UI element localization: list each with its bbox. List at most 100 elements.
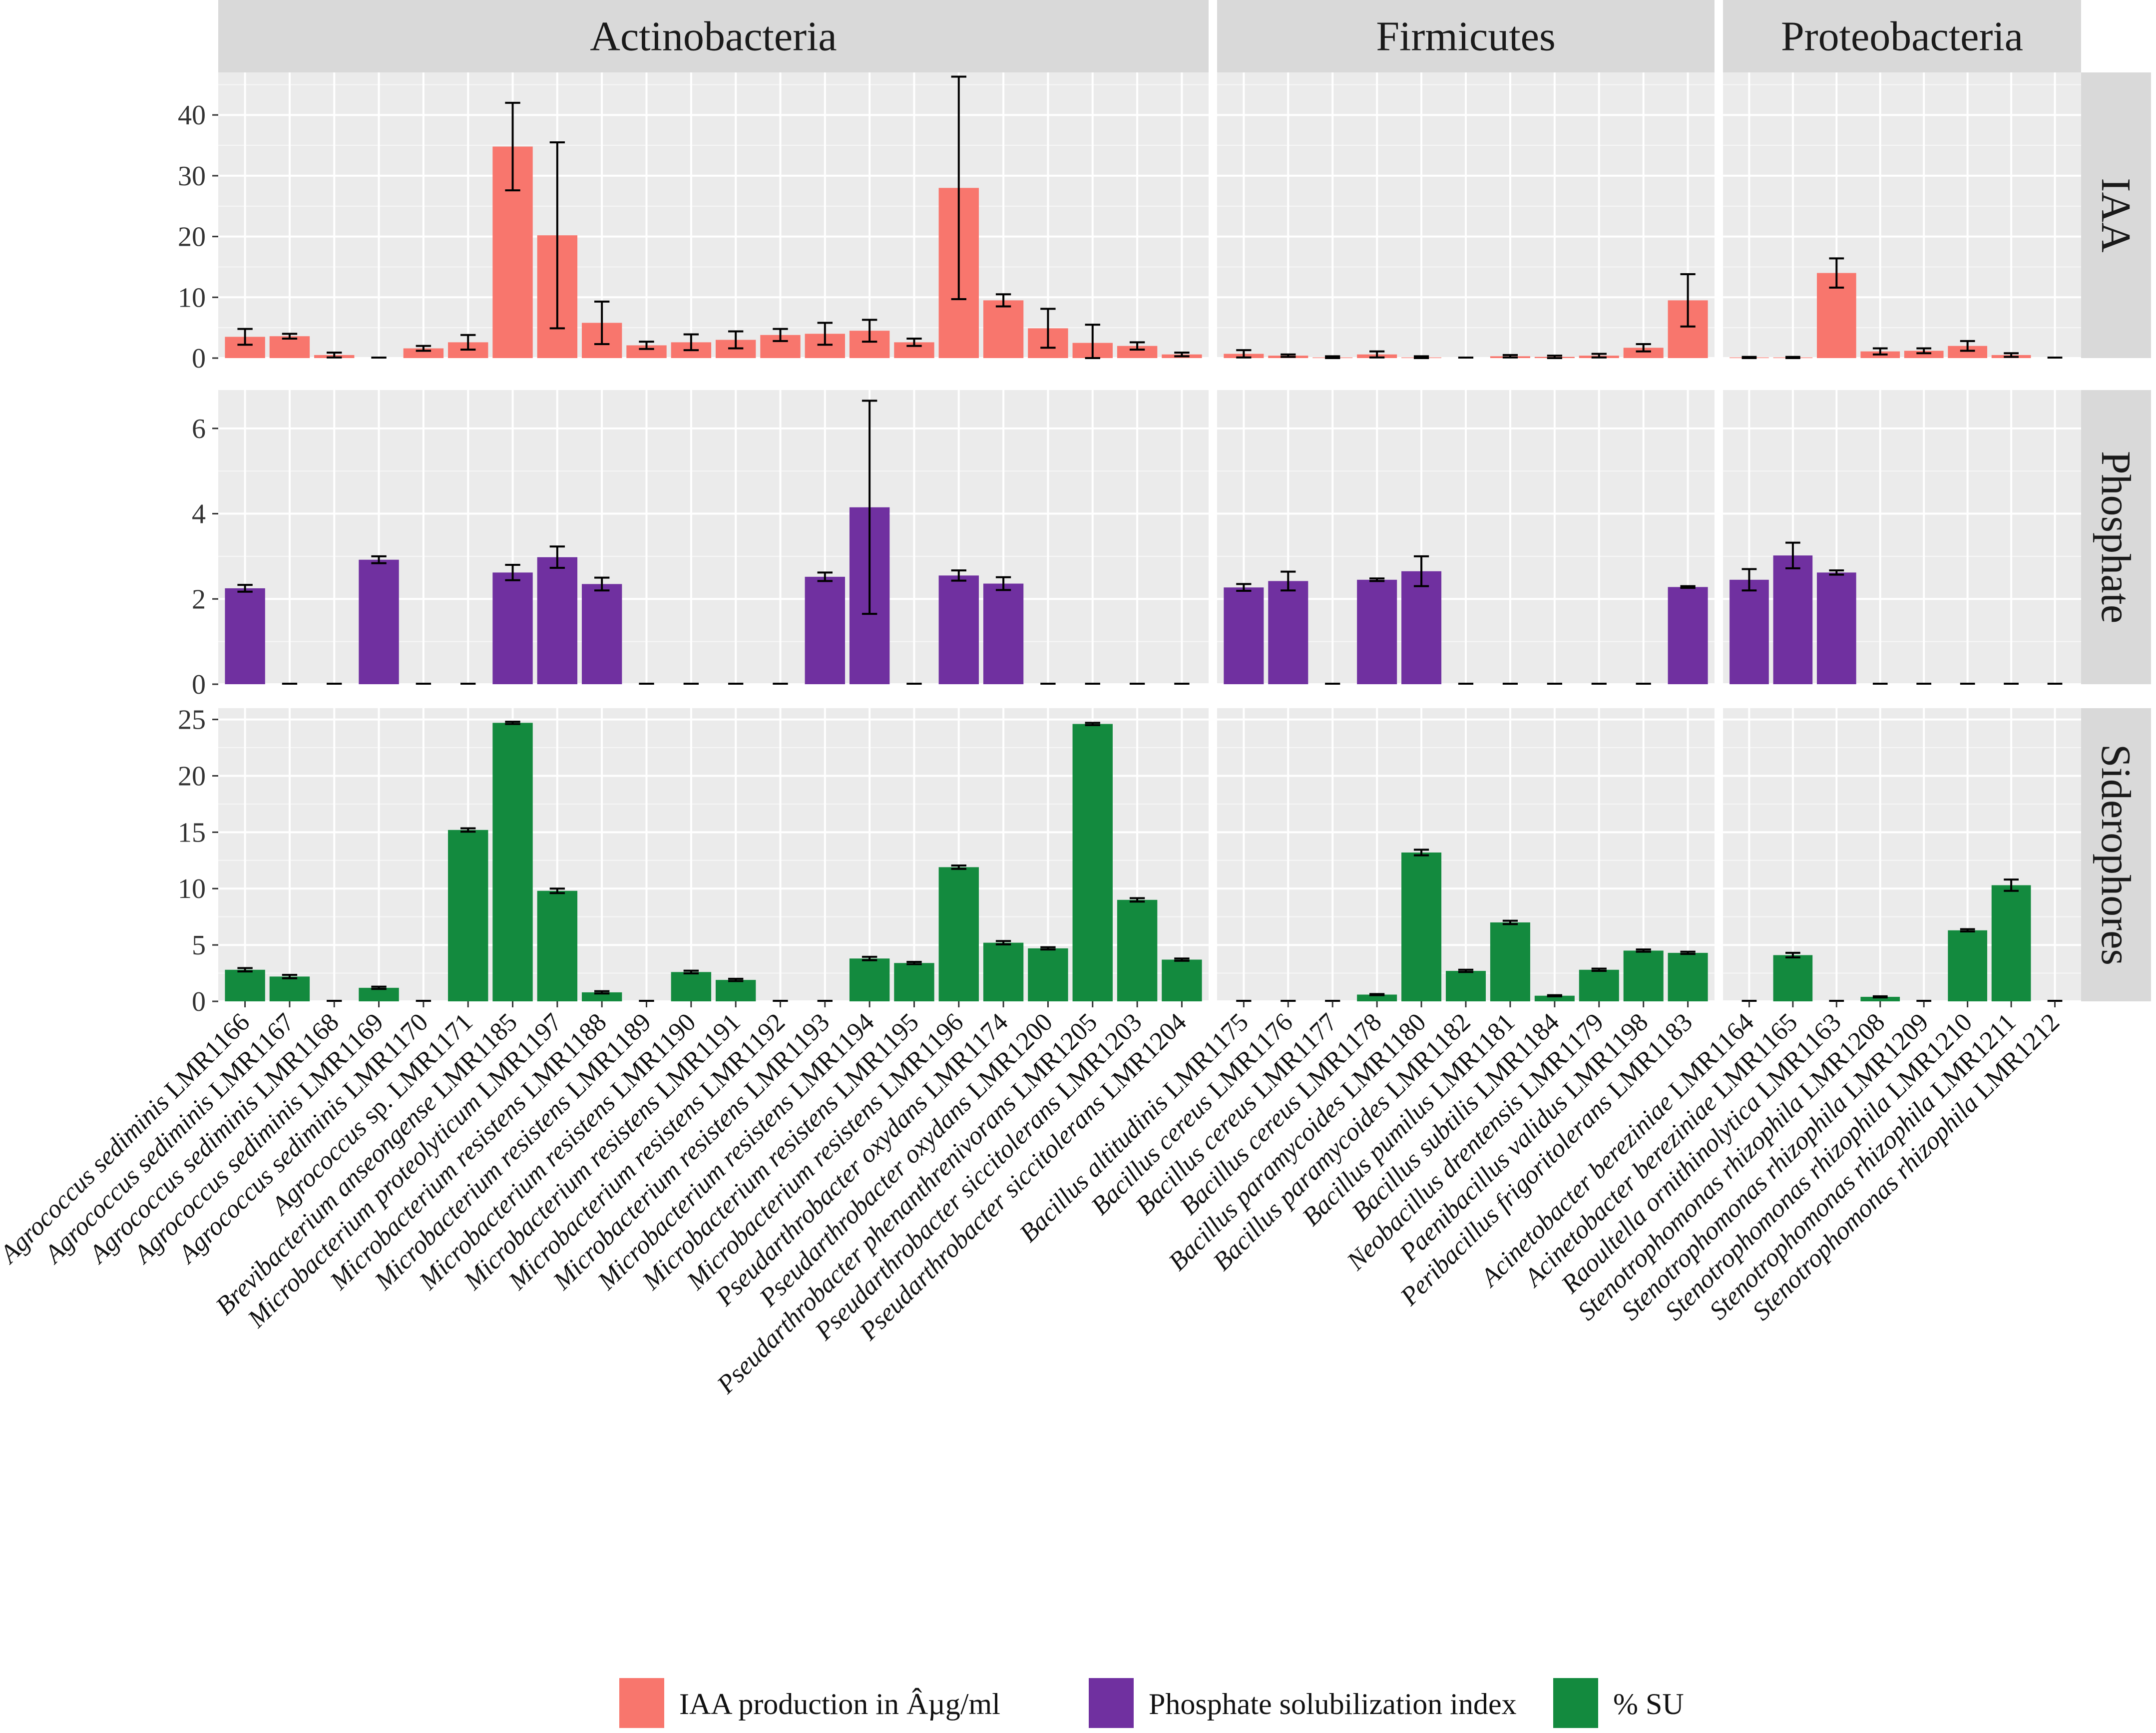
- error-bar-siderophores-lmr1179: [1591, 967, 1607, 972]
- panel-background: [1723, 72, 2081, 358]
- bar-siderophores-lmr1208: [1860, 996, 1900, 1001]
- error-bar-iaa-lmr1178: [1369, 350, 1385, 359]
- bar-phosphate-lmr1180: [1401, 571, 1442, 684]
- bar-phosphate-lmr1197: [537, 557, 578, 684]
- error-bar-siderophores-lmr1166: [237, 967, 253, 973]
- y-tick-label: 15: [178, 817, 206, 848]
- y-axes: 0 10 20 30 40 0 2 4 6 0 5 10 15 20 25: [178, 100, 218, 1017]
- error-bar-iaa-lmr1176: [1281, 353, 1296, 358]
- bar-siderophores-lmr1174: [983, 942, 1024, 1001]
- bar-siderophores-lmr1210: [1948, 930, 1988, 1001]
- bar-siderophores-lmr1196: [938, 867, 979, 1001]
- error-bar-iaa-lmr1200: [1040, 308, 1056, 349]
- error-bar-siderophores-lmr1198: [1636, 948, 1651, 953]
- error-bar-iaa-lmr1189: [639, 341, 654, 350]
- error-bar-phosphate-lmr1196: [951, 569, 966, 582]
- bar-siderophores-lmr1182: [1445, 971, 1486, 1001]
- bar-siderophores-lmr1179: [1579, 969, 1619, 1001]
- legend: IAA production in Âµg/ml Phosphate solubi…: [619, 1678, 1684, 1728]
- strip-label-firmicutes: Firmicutes: [1376, 13, 1555, 60]
- bar-siderophores-sp-lmr1171: [448, 830, 488, 1001]
- bar-phosphate-lmr1188: [581, 584, 622, 684]
- legend-swatch: [1553, 1678, 1598, 1728]
- panel-iaa-actinobacteria: [218, 72, 1209, 359]
- legend-item-3: % SU: [1553, 1678, 1684, 1728]
- bar-iaa-lmr1174: [983, 300, 1024, 358]
- bar-iaa-lmr1170: [403, 348, 444, 358]
- panel-phosphate-proteobacteria: [1723, 390, 2081, 685]
- error-bar-siderophores-lmr1190: [683, 969, 699, 975]
- error-bar-iaa-lmr1164: [1741, 356, 1757, 359]
- error-bar-phosphate-lmr1194: [862, 400, 877, 615]
- strip-firmicutes: [1217, 0, 1715, 72]
- error-bar-phosphate-lmr1188: [594, 576, 610, 592]
- error-bar-iaa-lmr1196: [951, 75, 966, 300]
- error-bar-siderophores-lmr1203: [1129, 897, 1145, 903]
- bar-phosphate-lmr1166: [225, 588, 265, 684]
- bar-phosphate-lmr1185: [492, 572, 533, 684]
- y-tick-label: 25: [178, 705, 206, 736]
- error-bar-iaa-lmr1204: [1174, 352, 1190, 358]
- y-tick-label: 0: [192, 986, 206, 1017]
- bar-siderophores-lmr1178: [1357, 994, 1397, 1001]
- bar-siderophores-lmr1195: [894, 963, 934, 1001]
- error-bar-siderophores-lmr1183: [1680, 950, 1696, 955]
- panel-siderophores-actinobacteria: [218, 708, 1209, 1002]
- error-bar-phosphate-lmr1180: [1413, 555, 1429, 587]
- error-bar-iaa-lmr1170: [416, 345, 431, 352]
- error-bar-iaa-lmr1208: [1872, 347, 1888, 356]
- error-bar-siderophores-sp-lmr1171: [460, 827, 476, 833]
- y-tick-label: 10: [178, 282, 206, 313]
- legend-label: % SU: [1613, 1688, 1684, 1721]
- error-bar-iaa-lmr1168: [327, 352, 342, 359]
- strip-label-iaa: IAA: [2093, 178, 2139, 253]
- bar-siderophores-lmr1183: [1668, 952, 1708, 1001]
- bar-siderophores-lmr1204: [1162, 959, 1202, 1001]
- error-bar-siderophores-lmr1196: [951, 864, 966, 870]
- legend-item-2: Phosphate solubilization index: [1089, 1678, 1517, 1728]
- error-bar-phosphate-lmr1163: [1829, 569, 1844, 576]
- panel-siderophores-proteobacteria: [1723, 708, 2081, 1002]
- error-bar-siderophores-lmr1191: [728, 977, 744, 982]
- bar-siderophores-lmr1180: [1401, 852, 1442, 1001]
- error-bar-iaa-lmr1184: [1547, 355, 1562, 359]
- error-bar-siderophores-lmr1200: [1040, 946, 1056, 951]
- strip-label-phosphate: Phosphate: [2093, 451, 2139, 623]
- strip-actinobacteria: [218, 0, 1209, 72]
- error-bar-iaa-lmr1179: [1591, 353, 1607, 359]
- bar-siderophores-lmr1190: [671, 972, 712, 1001]
- error-bar-siderophores-lmr1174: [995, 940, 1011, 945]
- bar-phosphate-lmr1193: [805, 576, 846, 684]
- error-bar-iaa-lmr1194: [862, 319, 877, 343]
- error-bar-siderophores-lmr1205: [1085, 722, 1100, 726]
- bar-phosphate-lmr1165: [1773, 555, 1813, 684]
- error-bar-iaa-lmr1203: [1129, 341, 1145, 351]
- bar-phosphate-lmr1196: [938, 575, 979, 684]
- bar-siderophores-lmr1211: [1991, 885, 2031, 1001]
- error-bar-iaa-lmr1195: [906, 338, 922, 347]
- error-bar-phosphate-lmr1164: [1741, 568, 1757, 592]
- error-bar-iaa-lmr1198: [1636, 343, 1651, 353]
- error-bar-iaa-lmr1210: [1960, 340, 1975, 352]
- error-bar-phosphate-lmr1166: [237, 584, 253, 593]
- error-bar-iaa-lmr1183: [1680, 273, 1696, 328]
- error-bar-phosphate-lmr1176: [1281, 570, 1296, 592]
- error-bar-siderophores-lmr1165: [1785, 951, 1800, 958]
- y-tick-label: 5: [192, 930, 206, 961]
- error-bar-phosphate-lmr1165: [1785, 541, 1800, 569]
- error-bar-iaa-lmr1191: [728, 330, 744, 350]
- error-bar-iaa-lmr1193: [817, 322, 833, 346]
- bar-siderophores-lmr1167: [269, 976, 310, 1001]
- bar-siderophores-lmr1185: [492, 723, 533, 1001]
- error-bar-phosphate-lmr1197: [549, 545, 565, 569]
- bar-iaa-lmr1167: [269, 336, 310, 358]
- strip-phosphate: [2081, 390, 2151, 684]
- error-bar-phosphate-lmr1185: [505, 563, 520, 581]
- bar-siderophores-lmr1191: [715, 980, 756, 1001]
- error-bar-siderophores-lmr1195: [906, 960, 922, 965]
- bar-phosphate-lmr1169: [359, 559, 399, 684]
- bar-siderophores-lmr1200: [1028, 948, 1068, 1001]
- legend-swatch: [619, 1678, 664, 1728]
- error-bar-iaa-lmr1209: [1916, 347, 1932, 355]
